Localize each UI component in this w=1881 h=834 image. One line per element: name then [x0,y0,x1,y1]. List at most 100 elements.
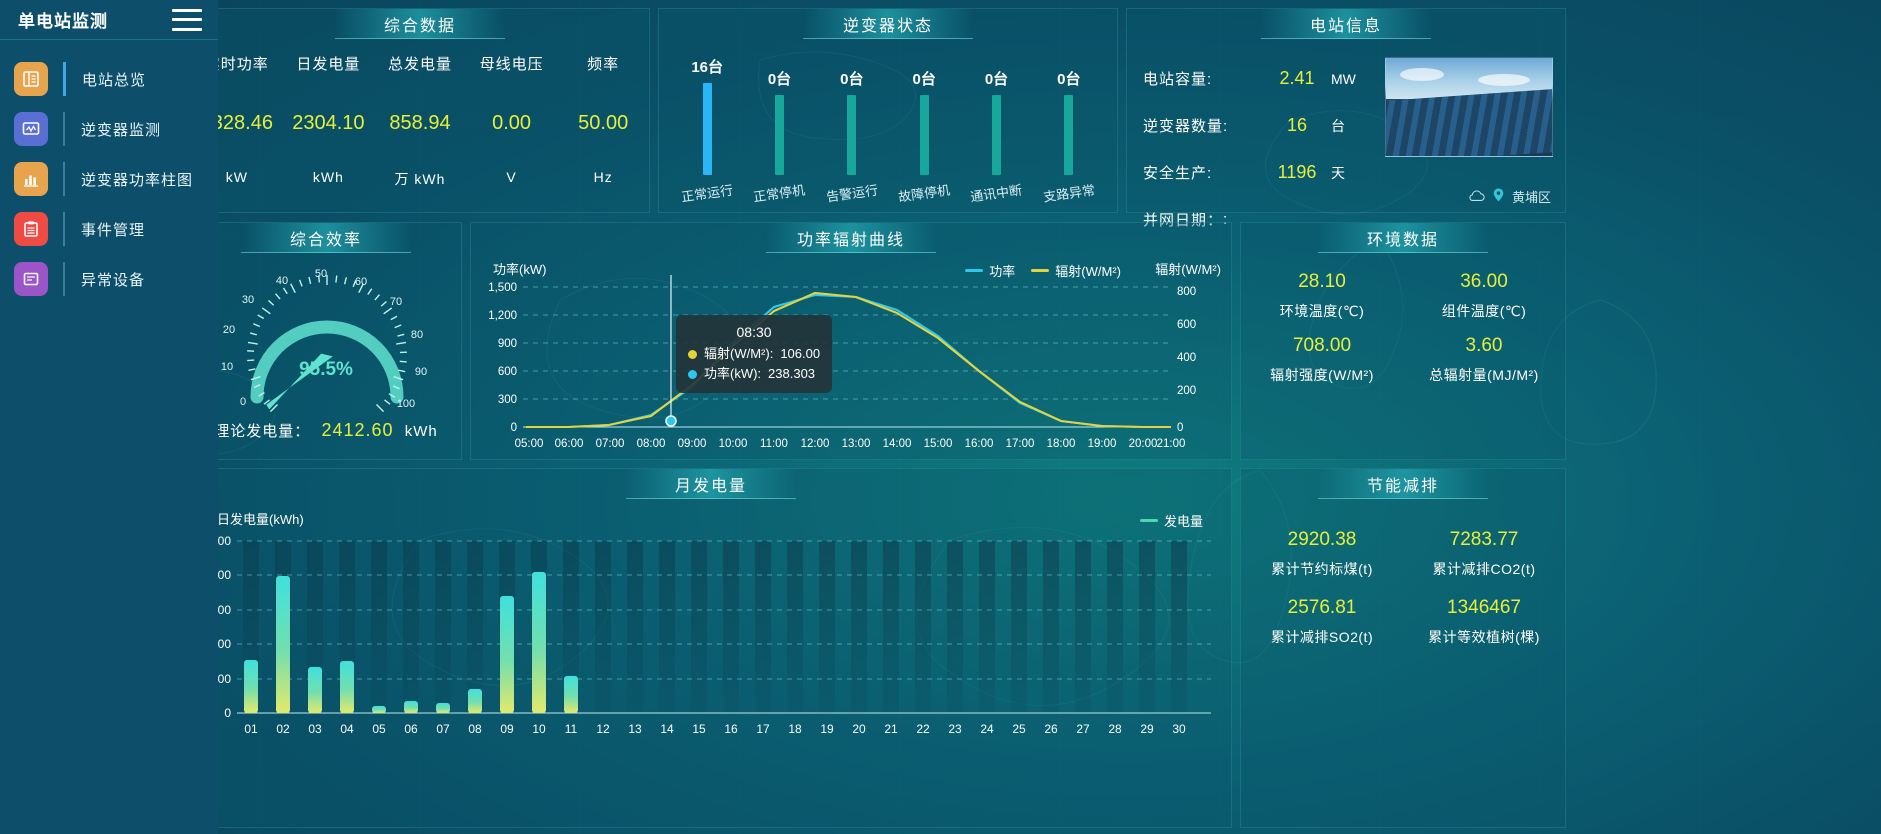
bar [244,660,258,713]
env-value: 3.60 [1465,335,1503,356]
info-label: 逆变器数量: [1143,118,1229,135]
efficiency-gauge: 0 10 20 30 40 50 60 70 80 90 100 95.5% [191,255,461,415]
env-value: 36.00 [1460,271,1508,292]
inverter-status-item[interactable]: 0台 告警运行 [816,51,888,205]
metric-value: 1328.46 [200,112,273,134]
efficiency-panel: 综合效率 [190,222,462,460]
chart-legend[interactable]: 发电量 [1139,511,1203,530]
status-label: 告警运行 [825,182,879,205]
svg-text:09: 09 [500,722,514,736]
cloud-shape [1478,74,1530,86]
sidebar-divider [63,212,65,246]
summary-panel: 综合数据 实时功率 1328.46 kW 日发电量 2304.10 kWh 总发… [181,8,650,213]
legend-label: 辐射(W/M²) [1055,264,1121,279]
panel-title: 环境数据 [1318,223,1488,253]
power-irradiance-plot[interactable]: 1,500 1,200 900 600 300 0 800 600 400 20… [471,275,1233,461]
svg-text:10: 10 [221,361,233,373]
svg-text:09:00: 09:00 [678,438,707,450]
info-label: 安全生产: [1143,165,1213,182]
metric-label: 日发电量 [296,56,361,73]
sidebar-divider [63,162,65,196]
tooltip-row: 辐射(W/M²): 106.00 [688,344,820,364]
hamburger-icon[interactable] [172,8,202,31]
map-pin-icon [1493,188,1504,205]
metric-unit: 万 kWh [394,171,446,187]
bar [276,576,290,713]
cloud-shape [1400,68,1444,81]
metric-value: 50.00 [578,112,629,134]
status-count: 16台 [691,59,723,76]
inverter-status-item[interactable]: 0台 正常停机 [743,51,815,205]
svg-text:13:00: 13:00 [842,438,871,450]
monthly-energy-plot[interactable]: 10,000 8,000 6,000 4,000 2,000 0 [191,533,1233,763]
metric-value: 0.00 [492,112,532,134]
summary-metric: 母线电压 0.00 V [466,53,558,189]
svg-text:22: 22 [916,722,930,736]
panel-title: 月发电量 [626,469,796,499]
status-bar [1064,95,1074,175]
sidebar-item-event-management[interactable]: 事件管理 [0,204,218,254]
summary-metric: 频率 50.00 Hz [557,53,649,189]
info-label: 电站容量: [1143,71,1213,88]
sidebar-item-abnormal-device[interactable]: 异常设备 [0,254,218,304]
hover-point [665,415,677,427]
saving-value: 7283.77 [1449,529,1519,550]
cloud-icon [1467,189,1485,205]
chart-tooltip: 08:30 辐射(W/M²): 106.00 功率(kW): 238.303 [676,315,833,393]
tooltip-value: 106.00 [780,346,821,361]
sidebar-item-label: 逆变器功率柱图 [81,171,194,189]
svg-text:1,500: 1,500 [488,282,517,294]
env-value: 708.00 [1292,335,1352,356]
sidebar-item-inverter-monitor[interactable]: 逆变器监测 [0,104,218,154]
svg-text:02: 02 [276,722,290,736]
metric-unit: Hz [593,169,613,185]
sidebar-item-station-overview[interactable]: 电站总览 [0,54,218,104]
status-bar [702,83,712,175]
metric-label: 频率 [587,56,620,73]
legend-item-irradiance[interactable]: 辐射(W/M²) [1031,261,1121,280]
panel-title: 逆变器状态 [803,9,973,39]
station-footer: 黄埔区 [1467,187,1551,206]
panel-title: 综合效率 [241,223,411,253]
inverter-status-item[interactable]: 0台 通讯中断 [960,51,1032,205]
panel-title: 功率辐射曲线 [766,223,936,253]
sidebar-item-inverter-power-bar[interactable]: 逆变器功率柱图 [0,154,218,204]
station-info-row: 并网日期： : [1143,196,1393,243]
bar [436,703,450,713]
svg-text:11: 11 [565,722,578,736]
svg-text:19:00: 19:00 [1088,438,1117,450]
svg-text:30: 30 [242,294,254,306]
inverter-status-item[interactable]: 16台 正常运行 [671,51,743,205]
station-info-row: 安全生产: 1196 天 [1143,149,1393,196]
station-photo [1385,57,1553,157]
svg-text:21:00: 21:00 [1157,438,1186,450]
sidebar-item-label: 异常设备 [81,271,146,289]
sidebar: 单电站监测 电站总览 逆变器监测 [0,0,218,834]
bar [404,701,418,713]
svg-text:0: 0 [1177,422,1183,434]
svg-text:08: 08 [468,722,482,736]
svg-text:21: 21 [884,722,898,736]
svg-text:800: 800 [1177,286,1196,298]
svg-text:05:00: 05:00 [515,438,544,450]
panel-title: 电站信息 [1261,9,1431,39]
chart-legend: 功率 辐射(W/M²) [965,261,1121,280]
env-metric: 28.10 环境温度(℃) [1241,271,1403,321]
metric-label: 母线电压 [479,56,544,73]
info-label: 并网日期： [1143,212,1224,229]
saving-value: 1346467 [1447,597,1521,618]
panel-title: 节能减排 [1318,469,1488,499]
legend-item-power[interactable]: 功率 [965,261,1015,280]
sidebar-divider [63,262,65,296]
metric-value: 2304.10 [292,112,365,134]
inverter-status-item[interactable]: 0台 支路异常 [1033,51,1105,205]
svg-text:17: 17 [756,722,770,736]
env-label: 环境温度(℃) [1279,303,1365,319]
theoretical-output-label: 理论发电量： [214,423,311,440]
inverter-status-item[interactable]: 0台 故障停机 [888,51,960,205]
svg-text:70: 70 [390,296,402,308]
svg-text:26: 26 [1044,722,1058,736]
station-location: 黄埔区 [1511,190,1551,205]
saving-metric: 7283.77 累计减排CO2(t) [1403,529,1565,579]
svg-text:10:00: 10:00 [719,438,748,450]
